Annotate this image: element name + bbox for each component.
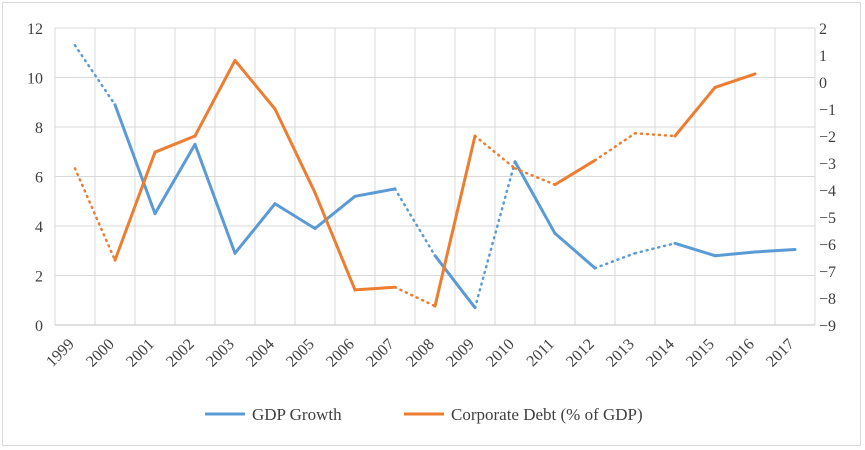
- left-tick-label: 4: [35, 219, 43, 236]
- series-0-segment: [193, 142, 237, 255]
- series-1-segment: [433, 134, 477, 308]
- series-0-segment: [473, 160, 517, 309]
- series-0-segment: [633, 242, 677, 255]
- legend-label-gdp-growth: GDP Growth: [252, 405, 342, 424]
- series-1-segment: [273, 107, 317, 195]
- series-1-segment: [393, 285, 437, 308]
- x-tick-label: 2003: [203, 336, 238, 371]
- chart-frame: [2, 2, 861, 446]
- series-1-segment: [233, 58, 277, 111]
- x-tick-label: 2013: [603, 336, 638, 371]
- right-axis-ticks: −9 −8 −7 −6 −5 −4 −3 −2 −1 0 1 2: [819, 21, 836, 335]
- series-0-segment: [113, 103, 157, 216]
- x-tick-label: 2009: [443, 336, 478, 371]
- x-tick-label: 1999: [43, 336, 78, 371]
- series-lines: [73, 44, 797, 310]
- series-0-segment: [593, 251, 637, 270]
- series-0-segment: [433, 254, 477, 310]
- series-0-segment: [513, 160, 557, 235]
- x-tick-label: 2016: [723, 336, 758, 371]
- series-1-segment: [113, 150, 157, 262]
- x-tick-label: 2010: [483, 336, 518, 371]
- left-tick-label: 2: [35, 269, 43, 286]
- series-0-segment: [673, 241, 717, 258]
- grid-lines: [54, 27, 816, 326]
- series-0-segment: [353, 187, 397, 198]
- series-0-segment: [753, 248, 797, 254]
- left-axis-ticks: 0 2 4 6 8 10 12: [27, 21, 43, 335]
- series-1-segment: [513, 167, 557, 186]
- right-tick-label: −6: [819, 237, 836, 254]
- legend-label-corporate-debt: Corporate Debt (% of GDP): [451, 405, 643, 424]
- right-tick-label: −7: [819, 264, 836, 281]
- x-tick-label: 2000: [83, 336, 118, 371]
- series-0-segment: [713, 250, 757, 258]
- right-tick-label: −2: [819, 129, 836, 146]
- right-tick-label: 2: [819, 21, 827, 38]
- x-tick-label: 2015: [683, 336, 718, 371]
- left-tick-label: 12: [27, 21, 43, 38]
- right-tick-label: 0: [819, 75, 827, 92]
- series-1-segment: [313, 191, 357, 292]
- right-tick-label: −9: [819, 318, 836, 335]
- series-1-segment: [553, 158, 597, 187]
- series-1-segment: [633, 132, 677, 138]
- legend: GDP Growth Corporate Debt (% of GDP): [205, 405, 643, 424]
- series-1-segment: [193, 58, 237, 138]
- right-tick-label: −8: [819, 291, 836, 308]
- left-tick-label: 6: [35, 170, 43, 187]
- series-0-segment: [153, 142, 197, 216]
- x-tick-label: 2007: [363, 336, 398, 371]
- right-tick-label: −5: [819, 210, 836, 227]
- x-tick-label: 2017: [763, 336, 798, 371]
- x-tick-label: 2011: [524, 336, 558, 370]
- series-1-segment: [73, 167, 117, 262]
- x-tick-label: 2001: [123, 336, 158, 371]
- x-tick-label: 2006: [323, 336, 358, 371]
- x-tick-label: 2014: [643, 336, 678, 371]
- left-tick-label: 8: [35, 120, 43, 137]
- series-0-segment: [273, 202, 317, 230]
- series-1-segment: [353, 285, 397, 292]
- x-axis-ticks: 1999 2000 2001 2002 2003 2004 2005 2006 2007 2008…: [43, 336, 798, 371]
- x-tick-label: 2004: [243, 336, 278, 371]
- series-0-segment: [233, 202, 277, 255]
- left-tick-label: 0: [35, 318, 43, 335]
- left-tick-label: 10: [27, 71, 43, 88]
- series-0-segment: [393, 187, 437, 257]
- series-0-segment: [73, 44, 117, 106]
- x-tick-label: 2005: [283, 336, 318, 371]
- x-tick-label: 2012: [563, 336, 598, 371]
- series-1-segment: [673, 85, 717, 138]
- series-1-segment: [153, 134, 197, 154]
- x-tick-label: 2008: [403, 336, 438, 371]
- series-0-segment: [553, 231, 597, 270]
- right-tick-label: −1: [819, 102, 836, 119]
- series-0-segment: [313, 194, 357, 230]
- series-1-segment: [473, 134, 517, 170]
- right-tick-label: −3: [819, 156, 836, 173]
- right-tick-label: 1: [819, 48, 827, 65]
- right-tick-label: −4: [819, 183, 836, 200]
- series-1-segment: [593, 132, 637, 162]
- x-tick-label: 2002: [163, 336, 198, 371]
- series-1-segment: [713, 72, 757, 89]
